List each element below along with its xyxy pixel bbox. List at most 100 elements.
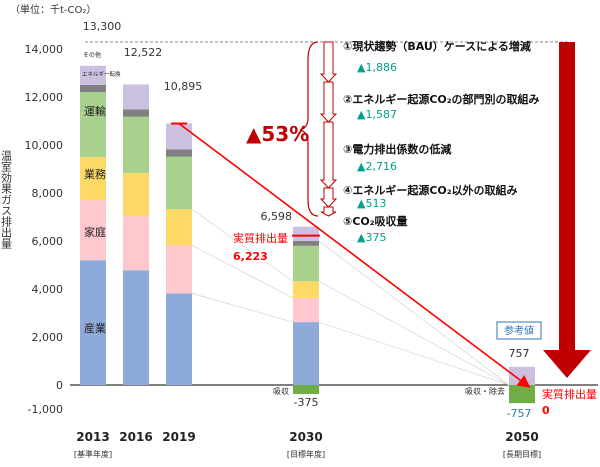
annotation-label: ⑤CO₂吸収量 <box>343 215 408 228</box>
x-tick-label: 2016 <box>119 430 152 444</box>
segment-label-industry: 産業 <box>84 322 106 335</box>
bar-segment <box>123 84 149 110</box>
bar-segment <box>166 293 192 385</box>
bar-segment <box>293 298 319 323</box>
y-tick-label: 4,000 <box>32 283 64 296</box>
net-value-2050: 0 <box>542 404 550 417</box>
bar-segment <box>123 270 149 385</box>
connector-line <box>191 244 294 299</box>
segment-label-transport: 運輸 <box>84 104 106 118</box>
connector-line <box>318 280 510 386</box>
y-tick-label: -1,000 <box>28 403 63 416</box>
annotation-label: ①現状趨勢（BAU）ケースによる増減 <box>343 39 531 53</box>
reduction-arrow <box>319 121 338 189</box>
y-tick-label: 10,000 <box>25 139 64 152</box>
sink-value-label: -375 <box>294 396 319 409</box>
y-axis: -1,000 0 2,000 4,000 6,000 8,000 10,000 12,000 1… <box>25 43 64 416</box>
reduction-arrow <box>319 187 338 208</box>
x-tick-label: 2013 <box>76 430 109 444</box>
segment-label-commercial: 業務 <box>84 167 106 181</box>
y-axis-label: 温室効果ガス排出量 <box>0 150 13 249</box>
bar-sink <box>509 385 535 404</box>
x-tick-sublabel: [目標年度] <box>287 449 325 459</box>
bar-segment <box>166 149 192 157</box>
y-tick-label: 0 <box>56 379 63 392</box>
annotation-value: ▲2,716 <box>357 160 397 173</box>
bar-segment <box>166 245 192 294</box>
bar-segment <box>293 245 319 282</box>
net-label-2050: 実質排出量 <box>542 387 597 401</box>
bar-segment <box>123 216 149 271</box>
segment-label-sink-2030: 吸収 <box>273 386 289 396</box>
total-label: 13,300 <box>83 20 122 33</box>
connector-line <box>191 208 294 282</box>
connector-lines <box>191 208 510 386</box>
bar-segment <box>80 260 106 385</box>
connector-line <box>191 292 294 323</box>
net-label-2030: 実質排出量 <box>233 231 288 245</box>
x-tick-label: 2019 <box>162 430 195 444</box>
bar-segment <box>80 200 106 261</box>
bar-segment <box>123 173 149 217</box>
reduction-annotations: ①現状趨勢（BAU）ケースによる増減 ▲1,886 ②エネルギー起源CO₂の部門別の… <box>343 39 540 244</box>
bar-segment <box>80 65 106 85</box>
connector-line <box>318 240 510 386</box>
reduction-percent: ▲53% <box>246 122 309 146</box>
reduction-arrow <box>319 81 338 123</box>
x-tick-label: 2050 <box>505 430 538 444</box>
y-tick-label: 12,000 <box>25 91 64 104</box>
bar-segment <box>123 109 149 117</box>
x-tick-sublabel: [基準年度] <box>74 449 112 459</box>
annotation-label: ④エネルギー起源CO₂以外の取組み <box>343 183 518 197</box>
annotation-value: ▲375 <box>357 231 386 244</box>
bar-segment <box>80 157 106 201</box>
net-emissions-line <box>171 122 531 388</box>
bar-segment <box>293 226 319 241</box>
reference-label: 参考値 <box>504 324 534 337</box>
x-tick-label: 2030 <box>289 430 322 444</box>
connector-line <box>318 321 510 386</box>
bar-segment <box>293 322 319 385</box>
bar-segment <box>80 85 106 93</box>
unit-label: （単位：千t-CO₂） <box>10 3 96 16</box>
bar-segment <box>293 281 319 299</box>
bar-segment <box>80 92 106 157</box>
reduction-arrows <box>299 41 338 217</box>
bar-segment <box>166 123 192 150</box>
annotation-value: ▲1,587 <box>357 108 397 121</box>
y-tick-label: 14,000 <box>25 43 64 56</box>
y-tick-label: 6,000 <box>32 235 64 248</box>
bar-segment <box>123 116 149 174</box>
bar-sink <box>293 385 319 394</box>
segment-label-other: その他 <box>83 51 101 59</box>
total-label: 12,522 <box>124 46 163 59</box>
annotation-value: ▲1,886 <box>357 61 397 74</box>
total-label: 10,895 <box>164 80 203 93</box>
long-term-arrow <box>543 42 591 378</box>
total-label: 6,598 <box>261 210 293 223</box>
annotation-label: ③電力排出係数の低減 <box>343 142 451 156</box>
bar-segment <box>166 156 192 210</box>
sink-value-label: -757 <box>507 407 532 420</box>
reduction-arrow <box>320 206 337 217</box>
x-axis-labels: 2013 [基準年度] 2016 2019 2030 [目標年度] 2050 [長期目標] <box>74 430 541 459</box>
x-tick-sublabel: [長期目標] <box>503 449 541 459</box>
segment-label-sink-2050: 吸収・除去 <box>465 386 505 396</box>
reduction-brace <box>299 41 319 217</box>
net-value-2030: 6,223 <box>233 250 268 263</box>
net-trend-line <box>178 122 531 388</box>
annotation-value: ▲513 <box>357 197 386 210</box>
total-label: 757 <box>509 347 530 360</box>
y-tick-label: 2,000 <box>32 331 64 344</box>
reduction-arrow <box>319 41 338 83</box>
y-tick-label: 8,000 <box>32 187 64 200</box>
annotation-label: ②エネルギー起源CO₂の部門別の取組み <box>343 92 540 106</box>
segment-label-energy-conversion: エネルギー転換 <box>82 70 121 78</box>
bar-segment <box>293 241 319 246</box>
segment-label-household: 家庭 <box>84 225 106 239</box>
bar-segment <box>166 209 192 246</box>
reference-box <box>496 321 542 340</box>
